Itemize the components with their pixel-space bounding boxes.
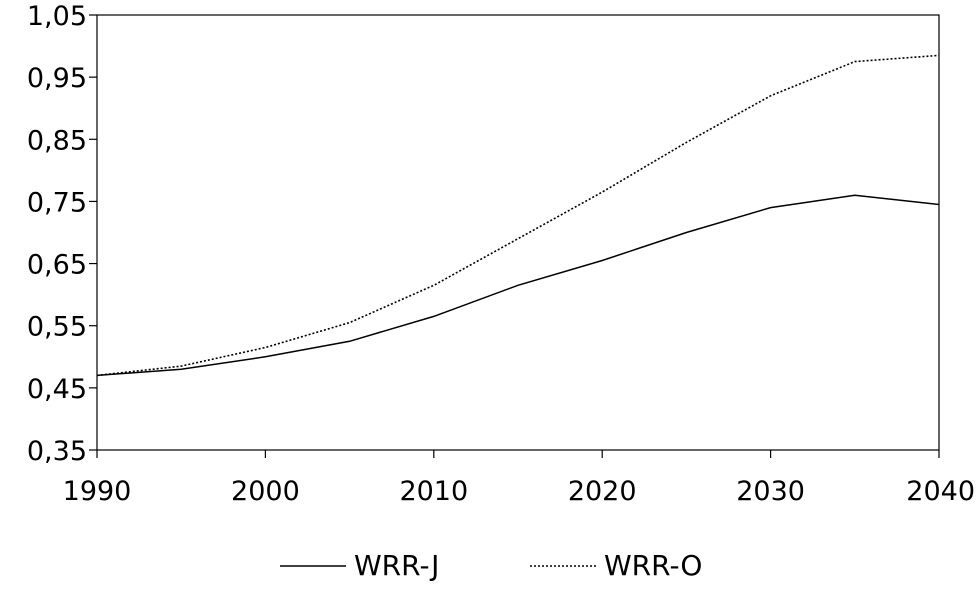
y-tick-label: 0,85 (27, 125, 87, 156)
y-tick-label: 1,05 (27, 1, 87, 32)
plot-area (96, 14, 940, 451)
x-tick-label: 2010 (399, 476, 468, 507)
x-tick-label: 1990 (63, 476, 132, 507)
y-tick-label: 0,65 (27, 250, 87, 281)
y-tick-label: 0,75 (27, 187, 87, 218)
x-tick-label: 2040 (906, 476, 975, 507)
x-tick-label: 2030 (736, 476, 805, 507)
series-line-wrr-j (96, 194, 940, 377)
y-tick-label: 0,35 (27, 436, 87, 467)
series-layer (96, 54, 940, 377)
y-tick-label: 0,95 (27, 63, 87, 94)
legend-label-wrr-o: WRR-O (604, 549, 702, 582)
x-axis-ticks: 1990 2000 2010 2020 2030 2040 (63, 450, 975, 507)
x-tick-label: 2020 (568, 476, 637, 507)
y-axis-ticks: 0,35 0,45 0,55 0,65 0,75 0,85 0,95 1,05 (27, 1, 97, 467)
legend-label-wrr-j: WRR-J (354, 549, 439, 582)
x-tick-label: 2000 (231, 476, 300, 507)
legend: WRR-J WRR-O (280, 549, 702, 582)
y-tick-label: 0,55 (27, 312, 87, 343)
y-tick-label: 0,45 (27, 374, 87, 405)
